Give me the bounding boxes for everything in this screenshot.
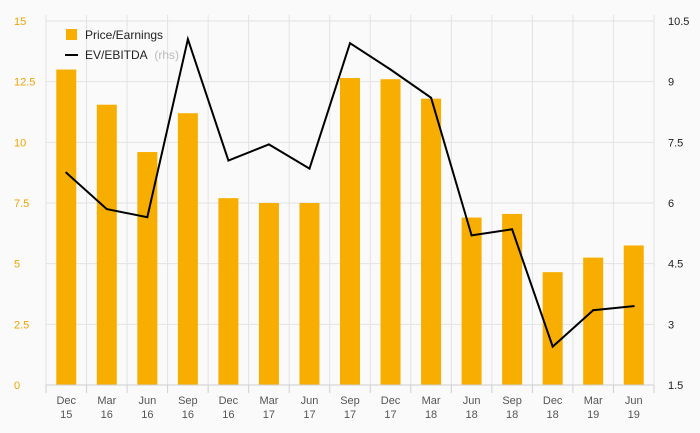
line-point (632, 305, 635, 308)
line-point (551, 345, 554, 348)
y-right-tick-label: 7.5 (668, 137, 683, 149)
x-tick-label-year: 18 (465, 409, 477, 421)
x-tick-label-month: Sep (502, 395, 522, 407)
bar (583, 257, 604, 385)
x-tick-label-month: Jun (625, 395, 643, 407)
x-tick-label-month: Mar (422, 395, 441, 407)
bar (258, 203, 279, 385)
y-left-tick-label: 15 (14, 16, 26, 28)
bar (137, 152, 158, 385)
y-right-tick-label: 1.5 (668, 380, 683, 392)
y-left-tick-label: 7.5 (14, 198, 29, 210)
legend-label-line-suffix: (rhs) (154, 48, 179, 62)
legend-swatch-bar (66, 29, 77, 40)
bar (421, 98, 442, 386)
y-left-tick-label: 5 (14, 259, 20, 271)
bar (177, 113, 198, 386)
bar (502, 213, 523, 385)
x-tick-label-month: Jun (138, 395, 156, 407)
y-right-tick-label: 3 (668, 319, 674, 331)
line-point (592, 309, 595, 312)
bar (96, 104, 117, 385)
line-point (267, 143, 270, 146)
x-tick-label-year: 18 (506, 409, 518, 421)
line-point (146, 216, 149, 219)
bar (542, 272, 563, 385)
x-tick-label-year: 16 (141, 409, 153, 421)
legend: Price/Earnings EV/EBITDA (rhs) (65, 28, 179, 62)
line-point (227, 159, 230, 162)
x-tick-label-year: 18 (425, 409, 437, 421)
line-series (65, 35, 635, 349)
x-tick-label-month: Mar (584, 395, 603, 407)
line-point (389, 68, 392, 71)
x-tick-label-month: Dec (381, 395, 401, 407)
x-tick-label-month: Sep (178, 395, 198, 407)
x-tick-label-year: 16 (222, 409, 234, 421)
x-tick-label-year: 19 (587, 409, 599, 421)
x-tick-label-year: 17 (344, 409, 356, 421)
x-tick-label-month: Dec (56, 395, 76, 407)
y-left-tick-label: 0 (14, 380, 20, 392)
legend-label-line-name: EV/EBITDA (85, 48, 148, 62)
line-point (470, 234, 473, 237)
line-point (511, 228, 514, 231)
x-tick-label-year: 19 (628, 409, 640, 421)
bar (299, 203, 320, 385)
axes: 0 2.5 5 7.5 10 12.5 15 1.5 3 4.5 6 7.5 9 10.5 Dec 15 Mar… (14, 16, 689, 421)
x-tick-label-month: Dec (543, 395, 563, 407)
y-left-tick-label: 10 (14, 137, 26, 149)
x-tick-label-month: Dec (219, 395, 239, 407)
bar (218, 198, 239, 385)
line-point (65, 171, 68, 174)
grid (45, 15, 655, 385)
x-tick-label-month: Jun (301, 395, 319, 407)
y-left-tick-label: 2.5 (14, 319, 29, 331)
y-right-tick-label: 10.5 (668, 16, 689, 28)
line-point (308, 167, 311, 170)
line-point (186, 38, 189, 41)
legend-label-line: EV/EBITDA (rhs) (85, 48, 179, 62)
x-tick-label-year: 16 (182, 409, 194, 421)
bar (340, 78, 360, 385)
y-right-tick-label: 4.5 (668, 259, 683, 271)
x-tick-label-month: Mar (97, 395, 116, 407)
x-tick-label-month: Sep (340, 395, 360, 407)
bar (461, 217, 482, 385)
x-tick-label-year: 17 (263, 409, 275, 421)
y-left-tick-label: 12.5 (14, 77, 35, 89)
legend-label-bar: Price/Earnings (85, 28, 163, 42)
x-tick-label-year: 16 (101, 409, 113, 421)
x-tick-label-year: 15 (60, 409, 72, 421)
line-point (349, 42, 351, 45)
x-tick-label-year: 18 (547, 409, 559, 421)
x-tick-label-year: 17 (384, 409, 396, 421)
bar (380, 79, 401, 386)
bar (56, 69, 77, 386)
bar (623, 245, 644, 385)
x-tick-label-month: Jun (463, 395, 481, 407)
x-tick-label-month: Mar (259, 395, 278, 407)
y-right-tick-label: 9 (668, 77, 674, 89)
line-point (105, 208, 108, 211)
line-point (430, 96, 433, 99)
y-right-tick-label: 6 (668, 198, 674, 210)
bar-series (56, 69, 644, 386)
x-tick-label-year: 17 (303, 409, 315, 421)
